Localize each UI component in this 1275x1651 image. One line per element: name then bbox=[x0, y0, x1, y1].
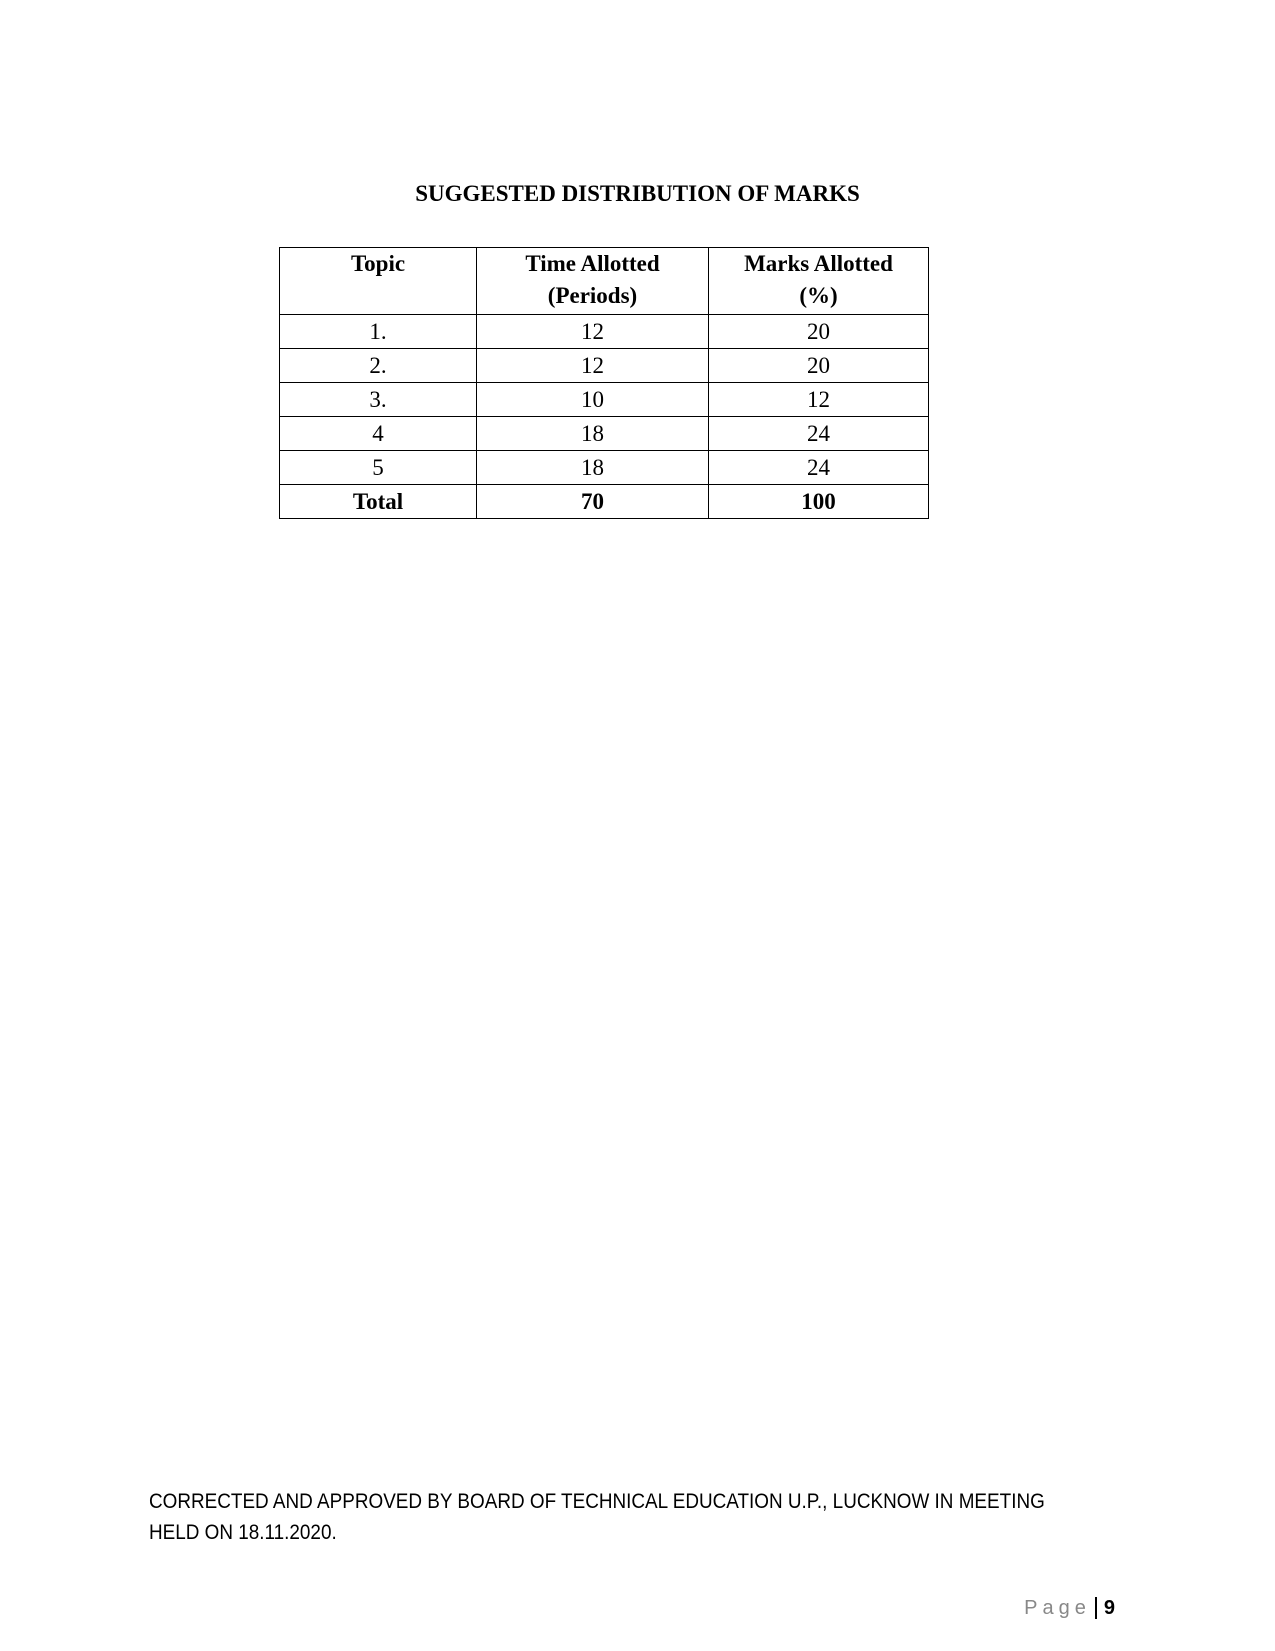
header-line: Marks Allotted bbox=[744, 251, 893, 276]
cell-time: 12 bbox=[476, 314, 709, 349]
header-time: Time Allotted (Periods) bbox=[476, 247, 709, 315]
cell-time: 10 bbox=[476, 382, 709, 417]
cell-topic: 5 bbox=[279, 450, 477, 485]
page-label: Page bbox=[1024, 1597, 1091, 1619]
cell-marks: 24 bbox=[708, 416, 929, 451]
cell-marks: 12 bbox=[708, 382, 929, 417]
table-total-row: Total 70 100 bbox=[279, 484, 929, 519]
approval-line-2: HELD ON 18.11.2020. bbox=[149, 1521, 337, 1544]
header-line: Time Allotted bbox=[525, 251, 660, 276]
approval-line-1: CORRECTED AND APPROVED BY BOARD OF TECHN… bbox=[149, 1490, 1045, 1513]
cell-time: 18 bbox=[476, 416, 709, 451]
header-line: Topic bbox=[350, 251, 406, 276]
header-marks: Marks Allotted (%) bbox=[708, 247, 929, 315]
cell-time: 18 bbox=[476, 450, 709, 485]
cell-total-time: 70 bbox=[476, 484, 709, 519]
header-line: (%) bbox=[799, 283, 838, 308]
table-header-row: Topic Time Allotted (Periods) Marks Allot… bbox=[279, 247, 929, 315]
page-number-value: 9 bbox=[1094, 1597, 1115, 1619]
cell-marks: 24 bbox=[708, 450, 929, 485]
cell-topic: 2. bbox=[279, 348, 477, 383]
table-row: 1. 12 20 bbox=[279, 314, 929, 349]
table-row: 3. 10 12 bbox=[279, 382, 929, 417]
table-row: 2. 12 20 bbox=[279, 348, 929, 383]
cell-topic: 3. bbox=[279, 382, 477, 417]
cell-time: 12 bbox=[476, 348, 709, 383]
header-topic: Topic bbox=[279, 247, 477, 315]
header-line: (Periods) bbox=[547, 283, 638, 308]
cell-topic: 4 bbox=[279, 416, 477, 451]
marks-distribution-table: Topic Time Allotted (Periods) Marks Allot… bbox=[279, 247, 929, 519]
table-row: 4 18 24 bbox=[279, 416, 929, 451]
page-title: SUGGESTED DISTRIBUTION OF MARKS bbox=[415, 181, 860, 206]
cell-total-marks: 100 bbox=[708, 484, 929, 519]
cell-marks: 20 bbox=[708, 314, 929, 349]
page-number: Page 9 bbox=[1024, 1597, 1115, 1620]
table-row: 5 18 24 bbox=[279, 450, 929, 485]
cell-marks: 20 bbox=[708, 348, 929, 383]
cell-topic: 1. bbox=[279, 314, 477, 349]
cell-total-label: Total bbox=[279, 484, 477, 519]
approval-note: CORRECTED AND APPROVED BY BOARD OF TECHN… bbox=[149, 1486, 1045, 1548]
